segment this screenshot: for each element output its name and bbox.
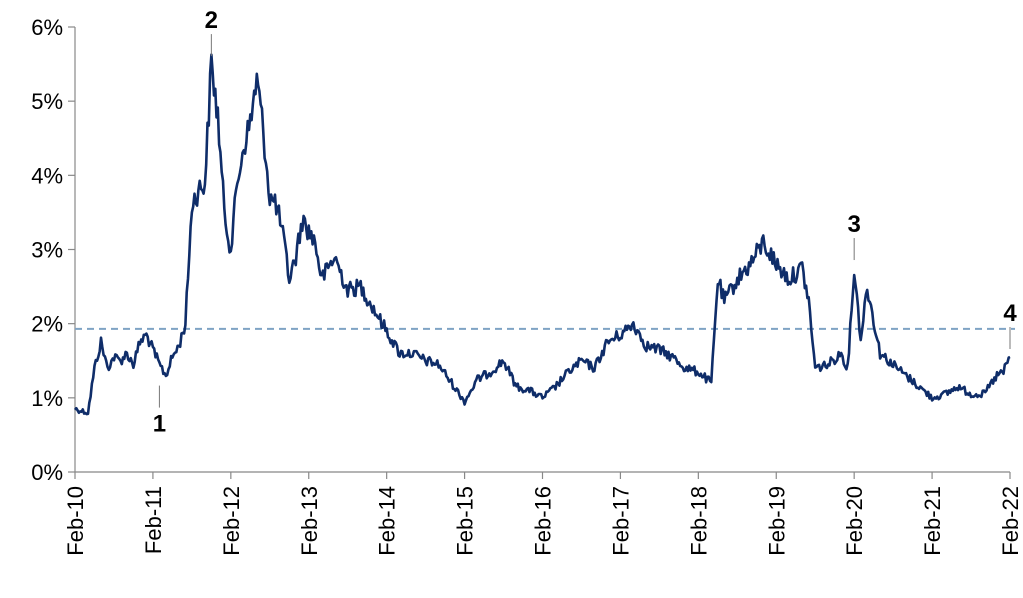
x-tick-label: Feb-16: [531, 486, 556, 556]
y-tick-label: 5%: [31, 89, 63, 114]
x-tick-label: Feb-20: [842, 486, 867, 556]
x-tick-label: Feb-13: [297, 486, 322, 556]
x-tick-label: Feb-19: [764, 486, 789, 556]
y-tick-label: 3%: [31, 238, 63, 263]
annotation-label: 1: [153, 411, 166, 438]
x-axis-ticks: Feb-10 Feb-11 Feb-12 Feb-13 Feb-14 Feb-15 Feb-…: [63, 472, 1023, 556]
x-tick-label: Feb-21: [920, 486, 945, 556]
x-tick-label: Feb-22: [998, 486, 1023, 556]
annotation-label: 3: [847, 211, 860, 238]
x-tick-label: Feb-14: [375, 486, 400, 556]
x-tick-label: Feb-11: [141, 486, 166, 554]
x-tick-label: Feb-15: [453, 486, 478, 556]
series-group: [73, 53, 1011, 416]
y-tick-label: 6%: [31, 15, 63, 40]
series-line: [73, 53, 1011, 416]
annotations-group: 1 2 3 4: [153, 7, 1018, 438]
x-tick-label: Feb-17: [608, 486, 633, 556]
y-tick-label: 1%: [31, 386, 63, 411]
y-tick-label: 2%: [31, 312, 63, 337]
x-tick-label: Feb-18: [686, 486, 711, 556]
annotation-label: 4: [1003, 300, 1017, 327]
y-tick-label: 4%: [31, 163, 63, 188]
x-tick-label: Feb-12: [219, 486, 244, 556]
x-tick-label: Feb-10: [63, 486, 88, 556]
annotation-label: 2: [205, 7, 218, 34]
y-axis-ticks: 0% 1% 2% 3% 4% 5% 6%: [31, 15, 75, 485]
y-tick-label: 0%: [31, 460, 63, 485]
